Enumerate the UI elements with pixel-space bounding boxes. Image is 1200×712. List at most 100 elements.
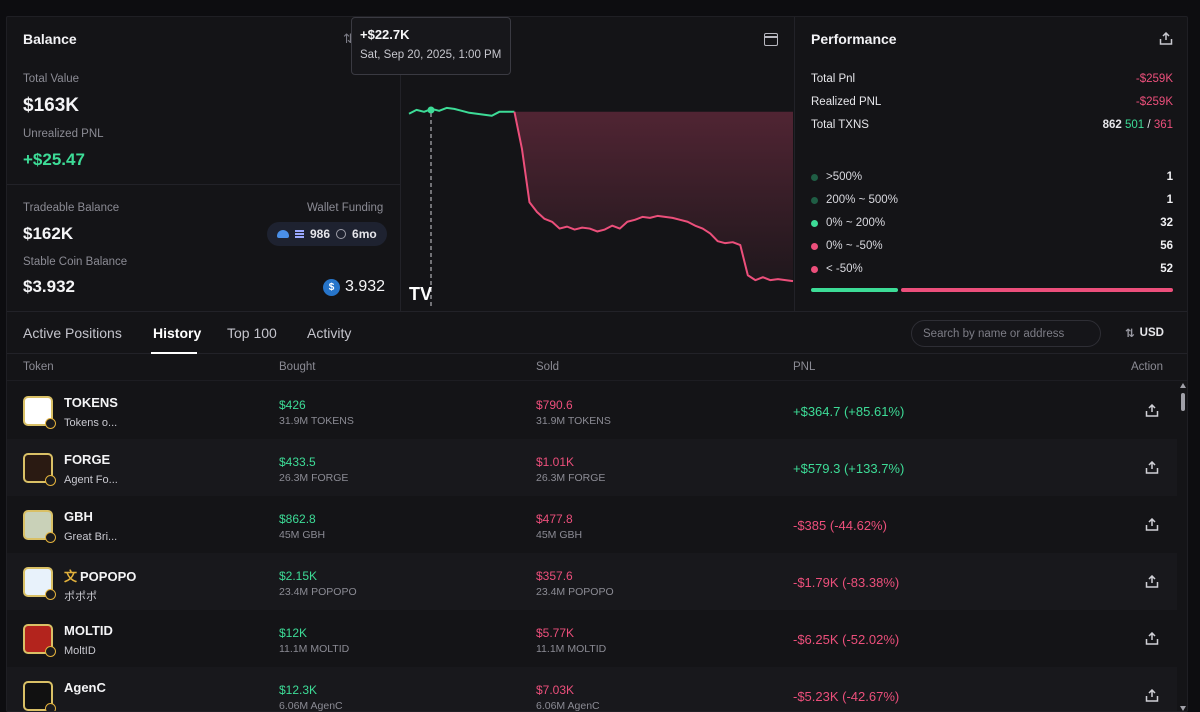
dist-dot-icon [811,173,818,181]
bought-amount: 45M GBH [279,529,326,541]
win-loss-bar [811,288,1173,292]
dist-dot-icon [811,219,818,227]
pump-badge-icon [45,532,56,543]
table-row[interactable]: FORGE Agent Fo... $433.5 26.3M FORGE $1.01K 2… [7,439,1177,496]
table-row[interactable]: TOKENS Tokens o... $426 31.9M TOKENS $790.6 3… [7,382,1177,439]
pnl-chart[interactable]: TV +$22.7K Sat, Sep 20, 2025, 1:00 PM [351,17,795,311]
pnl-value: +$579.3 (+133.7%) [793,461,905,476]
token-name: ポポポ [64,591,97,603]
balance-title: Balance [23,31,77,47]
token-symbol[interactable]: 文 POPOPO [64,566,136,585]
token-symbol-text: AgenC [64,680,106,695]
table-row[interactable]: AgenC $12.3K 6.06M AgenC $7.03K 6.06M AgenC -… [7,667,1177,712]
share-icon[interactable] [1145,632,1159,645]
bought-amount: 23.4M POPOPO [279,586,357,598]
win-segment [811,288,898,292]
share-icon[interactable] [1145,689,1159,702]
tab-top-100[interactable]: Top 100 [227,325,277,341]
col-token: Token [23,361,54,373]
loss-line [513,111,794,283]
scroll-up-icon[interactable] [1180,383,1186,388]
unrealized-pnl-label: Unrealized PNL [23,128,104,140]
search-input[interactable] [911,320,1101,347]
tooltip-date: Sat, Sep 20, 2025, 1:00 PM [360,49,502,61]
pnl-chart-svg: TV [408,106,794,307]
wallet-funding-pill[interactable]: 986 6mo [267,222,387,246]
tradingview-logo-icon: TV [409,284,432,304]
col-sold: Sold [536,361,560,373]
share-icon[interactable] [1145,404,1159,417]
total-txns-row: Total TXNS 862 501 / 361 [811,119,1173,131]
dist-label: >500% [826,171,863,183]
bought-value: $426 [279,398,306,412]
cloud-icon [277,230,289,238]
token-symbol[interactable]: GBH [64,509,93,524]
table-row[interactable]: GBH Great Bri... $862.8 45M GBH $477.8 45M GB… [7,496,1177,553]
tab-active-positions[interactable]: Active Positions [23,325,122,341]
total-txns-value: 862 501 / 361 [1103,119,1173,131]
sold-amount: 23.4M POPOPO [536,586,614,598]
token-symbol[interactable]: AgenC [64,680,106,695]
token-symbol-text: FORGE [64,452,111,467]
share-icon[interactable] [1145,518,1159,531]
bought-amount: 26.3M FORGE [279,472,349,484]
share-icon[interactable] [1159,32,1173,45]
sold-amount: 11.1M MOLTID [536,643,607,655]
realized-pnl-value: -$259K [1135,96,1173,108]
usdc-amount: 3.932 [345,278,386,295]
moltid-logo-icon [23,624,53,654]
col-action: Action [1131,361,1163,373]
pump-badge-icon [45,703,56,711]
scroll-thumb[interactable] [1181,393,1185,411]
token-prefix: 文 [64,569,78,584]
txns-buy: 501 [1125,119,1145,131]
sold-value: $1.01K [536,455,575,469]
dist-label: < -50% [826,263,863,275]
token-name: Great Bri... [64,531,118,543]
bought-value: $2.15K [279,569,318,583]
pnl-value: +$364.7 (+85.61%) [793,404,905,419]
dist-value: 52 [1160,263,1173,275]
calendar-icon[interactable] [764,33,778,46]
dist-dot-icon [811,265,818,273]
dist-dot-icon [811,196,818,204]
txns-total: 862 [1102,119,1122,131]
dist-value: 32 [1160,217,1173,229]
scrollbar[interactable] [1179,383,1187,711]
txns-sell: 361 [1153,119,1173,131]
total-pnl-value: -$259K [1135,73,1173,85]
share-icon[interactable] [1145,461,1159,474]
dist-label: 200% ~ 500% [826,194,898,206]
tradeable-balance-value: $162K [23,224,74,243]
distribution-row: 200% ~ 500% 1 [811,194,1173,206]
bought-amount: 11.1M MOLTID [279,643,350,655]
wallet-funding-label: Wallet Funding [307,202,384,214]
tokens-logo-icon [23,396,53,426]
token-symbol[interactable]: TOKENS [64,395,118,410]
table-row[interactable]: 文 POPOPO ポポポ $2.15K 23.4M POPOPO $357.6 23.4M … [7,553,1177,610]
tab-history[interactable]: History [153,325,202,341]
table-header: Token Bought Sold PNL Action [7,354,1187,381]
token-symbol-text: GBH [64,509,93,524]
bought-amount: 31.9M TOKENS [279,415,354,427]
table-row[interactable]: MOLTID MoltID $12K 11.1M MOLTID $5.77K 11.1M … [7,610,1177,667]
tab-bar: Active Positions History Top 100 Activit… [7,311,1187,354]
pnl-value: -$1.79K (-83.38%) [793,575,900,590]
pnl-value: -$5.23K (-42.67%) [793,689,900,704]
token-symbol[interactable]: MOLTID [64,623,113,638]
sold-value: $5.77K [536,626,575,640]
sold-value: $357.6 [536,569,573,583]
share-icon[interactable] [1145,575,1159,588]
token-symbol-text: MOLTID [64,623,113,638]
scroll-down-icon[interactable] [1180,706,1186,711]
active-tab-indicator [151,352,197,354]
pump-badge-icon [45,646,56,657]
currency-toggle[interactable]: ⇅ USD [1125,326,1164,340]
hover-point [427,106,435,114]
sort-icon[interactable]: ⇅ [343,31,354,46]
tab-activity[interactable]: Activity [307,325,352,341]
pnl-value: -$385 (-44.62%) [793,518,887,533]
sold-amount: 6.06M AgenC [536,700,600,712]
dist-dot-icon [811,242,818,250]
token-symbol[interactable]: FORGE [64,452,110,467]
